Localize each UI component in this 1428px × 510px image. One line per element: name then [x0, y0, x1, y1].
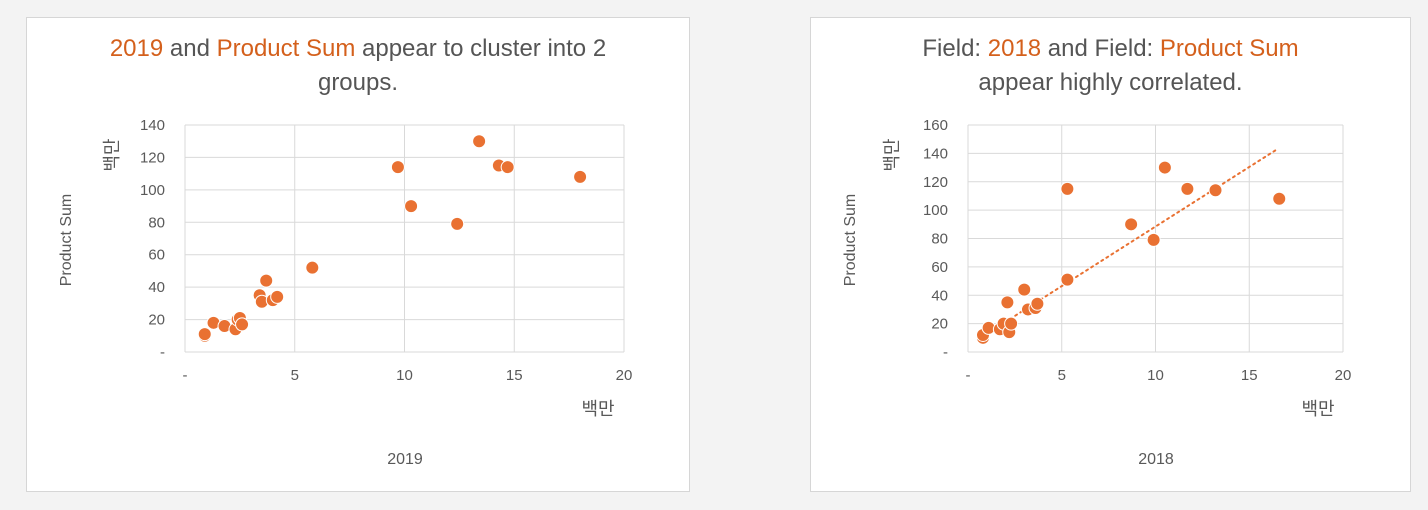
data-point — [1060, 272, 1075, 287]
y-axis-unit: 백만 — [102, 138, 122, 171]
data-point — [500, 160, 515, 175]
y-axis-unit: 백만 — [882, 138, 902, 171]
x-tick-label: 10 — [1147, 367, 1164, 384]
y-tick-label: 60 — [148, 247, 165, 264]
title-text: and — [163, 35, 217, 62]
data-point — [1157, 160, 1172, 175]
data-point — [235, 317, 250, 332]
x-axis-unit: 백만 — [581, 399, 614, 419]
y-tick-label: 140 — [140, 117, 165, 134]
x-tick-label: - — [183, 367, 188, 384]
y-axis-label: Product Sum — [842, 194, 859, 286]
y-tick-label: 40 — [148, 279, 165, 296]
x-tick-label: 15 — [1241, 367, 1258, 384]
chart-card-left: 2019 and Product Sum appear to cluster i… — [26, 17, 690, 492]
title-highlight: 2018 — [987, 35, 1042, 62]
title-text: Field: — [922, 35, 988, 62]
y-tick-label: 120 — [923, 174, 948, 191]
data-point — [1060, 181, 1075, 196]
x-axis-unit: 백만 — [1301, 399, 1334, 419]
y-tick-label: 80 — [148, 214, 165, 231]
y-tick-label: 80 — [931, 231, 948, 248]
y-tick-label: - — [943, 344, 948, 361]
chart-title-left: 2019 and Product Sum appear to cluster i… — [27, 32, 689, 100]
data-point — [1030, 296, 1045, 311]
data-point — [390, 160, 405, 175]
x-tick-label: 5 — [291, 367, 299, 384]
y-axis-label: Product Sum — [58, 194, 75, 286]
y-tick-label: 160 — [923, 117, 948, 134]
data-point — [1017, 282, 1032, 297]
data-point — [1124, 217, 1139, 232]
y-tick-label: 100 — [923, 202, 948, 219]
chart-title-right: Field: 2018 and Field: Product Sum appea… — [811, 32, 1410, 100]
data-point — [305, 260, 320, 275]
title-text: appear highly correlated. — [978, 69, 1243, 96]
y-tick-label: 140 — [923, 145, 948, 162]
data-point — [1180, 181, 1195, 196]
data-point — [573, 169, 588, 184]
x-tick-label: 10 — [396, 367, 413, 384]
data-point — [270, 289, 285, 304]
x-tick-label: 20 — [616, 367, 633, 384]
y-tick-label: 100 — [140, 182, 165, 199]
chart-card-right: Field: 2018 and Field: Product Sum appea… — [810, 17, 1411, 492]
y-tick-label: 20 — [931, 316, 948, 333]
data-point — [1272, 191, 1287, 206]
title-highlight: Product Sum — [1159, 35, 1299, 62]
data-point — [1146, 232, 1161, 247]
data-point — [404, 199, 419, 214]
title-highlight: Product Sum — [216, 35, 356, 62]
data-point — [450, 216, 465, 231]
trendline — [983, 148, 1279, 336]
y-tick-label: 120 — [140, 149, 165, 166]
data-point — [1004, 316, 1019, 331]
x-axis-label: 2018 — [1138, 451, 1174, 468]
y-tick-label: - — [160, 344, 165, 361]
title-highlight: 2019 — [109, 35, 164, 62]
x-tick-label: 15 — [506, 367, 523, 384]
title-text: appear to cluster into 2 groups. — [317, 35, 607, 96]
data-point — [472, 134, 487, 149]
x-axis-label: 2019 — [387, 451, 423, 468]
y-tick-label: 40 — [931, 287, 948, 304]
data-point — [1208, 183, 1223, 198]
x-tick-label: - — [966, 367, 971, 384]
data-point — [197, 327, 212, 342]
data-point — [259, 273, 274, 288]
x-tick-label: 5 — [1058, 367, 1066, 384]
x-tick-label: 20 — [1335, 367, 1352, 384]
y-tick-label: 60 — [931, 259, 948, 276]
title-text: and Field: — [1041, 35, 1160, 62]
data-point — [1000, 295, 1015, 310]
y-tick-label: 20 — [148, 312, 165, 329]
